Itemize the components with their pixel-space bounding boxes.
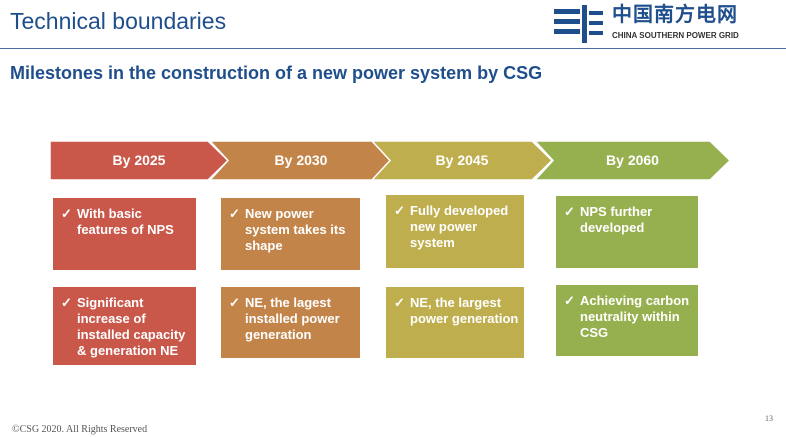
milestone-chevron: By 2030: [210, 141, 392, 180]
milestone-year: By 2045: [435, 152, 489, 168]
milestone-item: ✓ Significant increase of installed capac…: [53, 287, 196, 365]
milestone-item: ✓ NE, the largest power generation: [386, 287, 524, 358]
milestone-item: ✓ Fully developed new power system: [386, 195, 524, 268]
milestone-chevron: By 2025: [50, 141, 228, 180]
check-icon: ✓: [564, 293, 575, 308]
copyright: ©CSG 2020. All Rights Reserved: [12, 424, 148, 435]
milestone-item-text: Significant increase of installed capaci…: [77, 295, 186, 358]
check-icon: ✓: [61, 206, 72, 221]
milestone-item-text: Fully developed new power system: [410, 203, 509, 250]
milestone-item-text: NE, the lagest installed power generatio…: [245, 295, 340, 342]
milestone-item-text: NPS further developed: [580, 204, 653, 235]
check-icon: ✓: [229, 206, 240, 221]
check-icon: ✓: [394, 295, 405, 310]
slide-title: Technical boundaries: [10, 8, 227, 34]
milestone-item-text: New power system takes its shape: [245, 206, 346, 253]
milestone-item: ✓ Achieving carbon neutrality within CSG: [556, 285, 698, 356]
milestone-item-text: Achieving carbon neutrality within CSG: [580, 293, 690, 340]
milestone-chevron: By 2045: [372, 141, 552, 180]
check-icon: ✓: [394, 203, 405, 218]
header-divider: [0, 48, 786, 49]
milestone-item: ✓ New power system takes its shape: [221, 198, 360, 270]
milestone-item: ✓ With basic features of NPS: [53, 198, 196, 270]
milestone-item: ✓ NPS further developed: [556, 196, 698, 268]
logo-english: CHINA SOUTHERN POWER GRID: [612, 31, 739, 40]
milestone-item: ✓ NE, the lagest installed power generati…: [221, 287, 360, 358]
check-icon: ✓: [229, 295, 240, 310]
milestone-chevron: By 2060: [535, 141, 730, 180]
slide-subtitle: Milestones in the construction of a new …: [10, 63, 543, 83]
milestone-item-text: NE, the largest power generation: [410, 295, 519, 326]
milestone-year: By 2060: [606, 152, 659, 168]
milestone-year: By 2030: [274, 152, 328, 168]
csg-logo: 中国南方电网 CHINA SOUTHERN POWER GRID: [552, 4, 784, 44]
milestone-year: By 2025: [112, 152, 166, 168]
logo-chinese: 中国南方电网: [612, 4, 738, 26]
check-icon: ✓: [564, 204, 575, 219]
check-icon: ✓: [61, 295, 72, 310]
milestone-item-text: With basic features of NPS: [77, 206, 174, 237]
csg-logo-icon: [554, 5, 603, 43]
page-number: 13: [765, 414, 773, 423]
